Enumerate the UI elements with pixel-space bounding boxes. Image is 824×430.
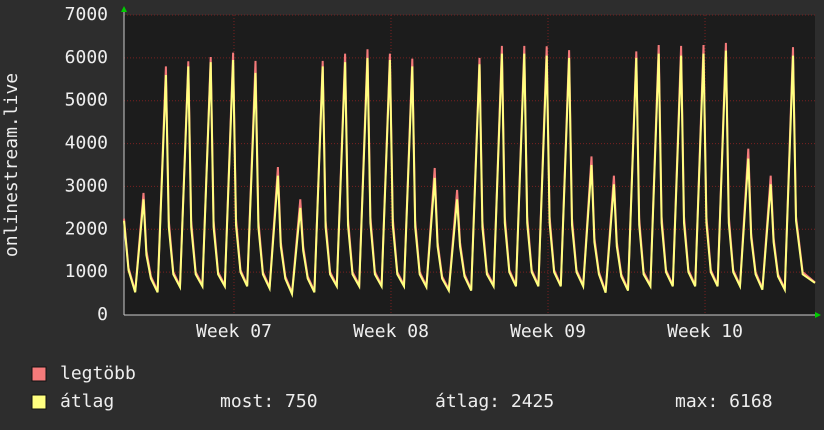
legend-label: átlag: [60, 391, 114, 412]
axis-arrow: [121, 6, 127, 12]
legend-swatch: [31, 394, 47, 410]
y-tick-label: 4000: [65, 133, 108, 154]
y-tick-label: 2000: [65, 218, 108, 239]
x-tick-label: Week 07: [196, 321, 272, 342]
legend-label: legtöbb: [60, 363, 136, 384]
series-line: [123, 50, 816, 298]
y-tick-label: 1000: [65, 261, 108, 282]
summary-stat: átlag: 2425: [435, 391, 554, 412]
y-tick-label: 3000: [65, 175, 108, 196]
x-tick-label: Week 08: [353, 321, 429, 342]
x-tick-label: Week 10: [667, 321, 743, 342]
y-tick-label: 7000: [65, 4, 108, 25]
legend-swatch: [31, 366, 47, 382]
axis-arrow: [815, 312, 821, 318]
y-axis-label: onlinestream.live: [1, 73, 22, 257]
y-tick-label: 0: [97, 304, 108, 325]
y-tick-label: 5000: [65, 90, 108, 111]
summary-stat: most: 750: [220, 391, 318, 412]
y-tick-label: 6000: [65, 47, 108, 68]
x-tick-label: Week 09: [510, 321, 586, 342]
summary-stat: max: 6168: [675, 391, 773, 412]
